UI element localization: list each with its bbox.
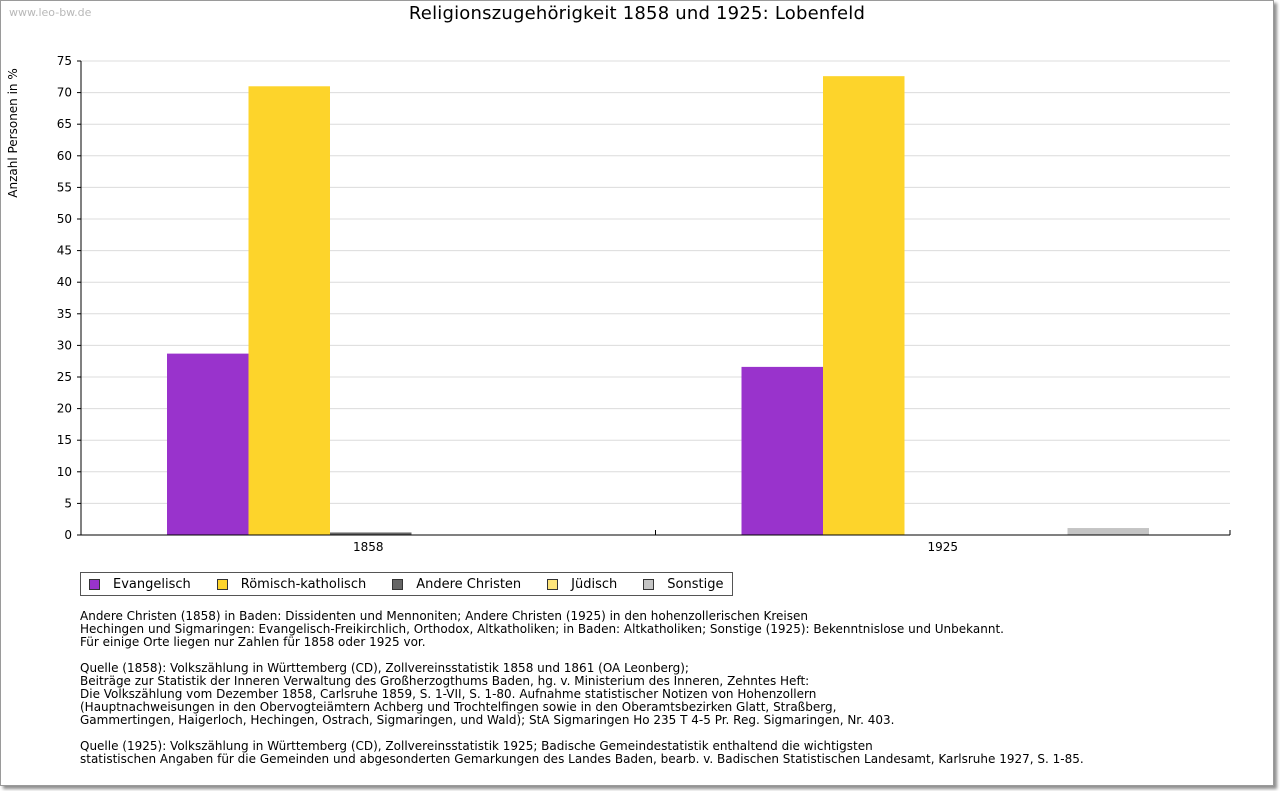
footnote-paragraph: Quelle (1858): Volkszählung in Württembe… bbox=[80, 662, 1230, 727]
y-tick-label: 20 bbox=[57, 402, 72, 416]
x-tick-label: 1925 bbox=[927, 540, 958, 554]
y-tick-label: 25 bbox=[57, 370, 72, 384]
y-tick-label: 0 bbox=[64, 528, 72, 542]
footnote-line: Quelle (1858): Volkszählung in Württembe… bbox=[80, 661, 689, 675]
legend-swatch bbox=[89, 578, 100, 590]
legend: Evangelisch Römisch-katholisch Andere Chri… bbox=[80, 572, 734, 596]
y-tick-label: 60 bbox=[57, 149, 72, 163]
footnote-line: (Hauptnachweisungen in den Obervogteiämt… bbox=[80, 700, 837, 714]
y-tick-label: 5 bbox=[64, 496, 72, 510]
footnote-line: Andere Christen (1858) in Baden: Disside… bbox=[80, 609, 808, 623]
bar-andere-christen-1858 bbox=[330, 532, 412, 535]
legend-swatch bbox=[216, 578, 228, 590]
bar-r-misch-katholisch-1858 bbox=[248, 86, 330, 535]
bar-evangelisch-1925 bbox=[741, 366, 823, 535]
y-tick-label: 30 bbox=[57, 338, 72, 352]
y-tick-label: 55 bbox=[57, 180, 72, 194]
legend-label: Römisch-katholisch bbox=[240, 576, 367, 592]
footnote-paragraph: Andere Christen (1858) in Baden: Disside… bbox=[80, 610, 1230, 649]
y-tick-label: 65 bbox=[57, 117, 72, 131]
legend-item: Evangelisch bbox=[89, 577, 191, 592]
footnote-line: Die Volkszählung vom Dezember 1858, Carl… bbox=[80, 687, 817, 701]
legend-item: Jüdisch bbox=[547, 577, 617, 592]
legend-label: Evangelisch bbox=[113, 576, 191, 592]
y-tick-label: 15 bbox=[57, 433, 72, 447]
legend-label: Jüdisch bbox=[571, 576, 618, 592]
y-tick-label: 35 bbox=[57, 307, 72, 321]
footnote-line: statistischen Angaben für die Gemeinden … bbox=[80, 752, 1084, 766]
legend-swatch bbox=[392, 578, 404, 590]
footnote-line: Gammertingen, Haigerloch, Hechingen, Ost… bbox=[80, 713, 895, 727]
y-tick-label: 10 bbox=[57, 465, 72, 479]
legend-swatch bbox=[547, 578, 559, 590]
y-tick-label: 50 bbox=[57, 212, 72, 226]
bar-evangelisch-1858 bbox=[167, 353, 249, 535]
footnote-line: Für einige Orte liegen nur Zahlen für 18… bbox=[80, 635, 426, 649]
footnote-line: Hechingen und Sigmaringen: Evangelisch-F… bbox=[80, 622, 1004, 636]
x-tick-label: 1858 bbox=[353, 540, 384, 554]
legend-item: Andere Christen bbox=[392, 577, 521, 592]
bars bbox=[167, 76, 1149, 535]
footnote-line: Beiträge zur Statistik der Inneren Verwa… bbox=[80, 674, 810, 688]
legend-label: Andere Christen bbox=[416, 576, 522, 592]
x-axis-ticks: 1858 1925 bbox=[80, 530, 1231, 554]
legend-label: Sonstige bbox=[667, 576, 724, 592]
y-axis-label: Anzahl Personen in % bbox=[6, 68, 20, 198]
bar-sonstige-1925 bbox=[1067, 528, 1149, 535]
y-axis-ticks: 0 5 10 15 20 25 30 35 40 45 50 55 60 65 70 75 bbox=[57, 54, 81, 542]
y-tick-label: 70 bbox=[57, 86, 72, 100]
y-tick-label: 45 bbox=[57, 244, 72, 258]
y-tick-label: 40 bbox=[57, 275, 72, 289]
chart-title: Religionszugehörigkeit 1858 und 1925: Lo… bbox=[408, 3, 866, 24]
footnote-paragraph: Quelle (1925): Volkszählung in Württembe… bbox=[80, 740, 1230, 766]
legend-swatch bbox=[643, 578, 655, 590]
legend-item: Römisch-katholisch bbox=[216, 576, 367, 592]
y-tick-label: 75 bbox=[57, 54, 72, 68]
footnote-line: Quelle (1925): Volkszählung in Württembe… bbox=[80, 739, 873, 753]
footnotes: Andere Christen (1858) in Baden: Disside… bbox=[80, 610, 1230, 779]
watermark: www.leo-bw.de bbox=[9, 6, 92, 19]
legend-item: Sonstige bbox=[643, 577, 723, 592]
bar-r-misch-katholisch-1925 bbox=[823, 76, 905, 535]
